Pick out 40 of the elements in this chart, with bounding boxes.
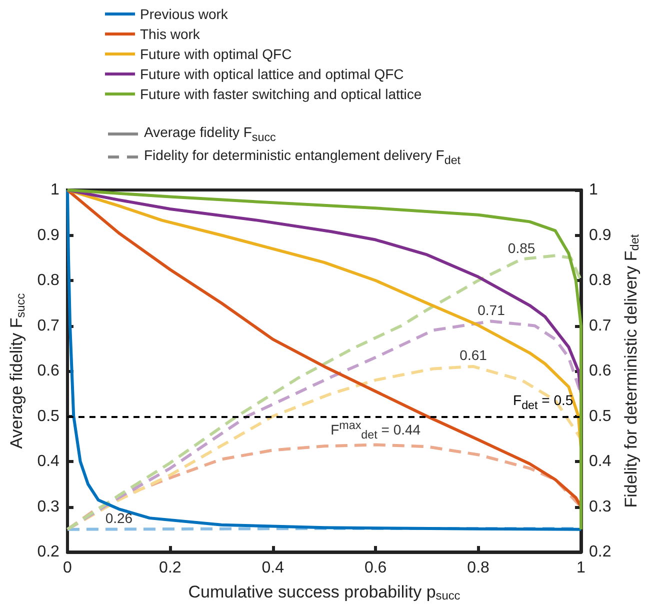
annotation: 0.85 xyxy=(508,240,536,257)
x-tick-label: 0.2 xyxy=(159,560,182,576)
legend-label: Previous work xyxy=(140,6,229,22)
annotation: F$^{max}$$_{det}$ = 0.44 xyxy=(330,418,421,442)
legend-label: This work xyxy=(140,26,201,42)
y2-tick-label: 0.6 xyxy=(589,362,612,380)
x-tick-label: 1 xyxy=(576,560,586,576)
x-tick-label: 0.6 xyxy=(364,560,387,576)
x-tick-label: 0.4 xyxy=(262,560,284,576)
legend-label: Future with faster switching and optical lattice xyxy=(140,86,422,102)
text: Fidelity for deterministic entanglement delivery F$_{det}$ xyxy=(144,147,461,167)
y2-axis-title: Fidelity for deterministic delivery Fdet xyxy=(621,234,642,508)
y-tick-label: 0.8 xyxy=(37,272,60,289)
y2-tick-label: 0.3 xyxy=(589,498,612,516)
y2-tick-label: 0.9 xyxy=(589,226,612,244)
y2-tick-label: 1 xyxy=(589,182,598,198)
legend-label: Future with optical lattice and optimal QFC xyxy=(140,66,404,82)
y-tick-label: 0.3 xyxy=(37,498,60,516)
y-tick-label: 0.4 xyxy=(37,453,60,470)
annotation: 0.26 xyxy=(105,510,133,526)
y2-tick-label: 0.2 xyxy=(589,544,612,560)
annotation: 0.61 xyxy=(460,347,487,364)
y2-tick-label: 0.4 xyxy=(589,453,612,470)
text: Average fidelity F$_{succ}$ xyxy=(144,124,276,144)
y-tick-label: 0.9 xyxy=(37,226,60,244)
legend-label: Future with optimal QFC xyxy=(140,46,292,62)
y-tick-label: 0.2 xyxy=(37,544,60,560)
y-tick-label: 0.7 xyxy=(37,317,60,334)
y-tick-label: 1 xyxy=(50,182,60,198)
x-tick-label: 0 xyxy=(63,560,72,576)
y-tick-label: 0.5 xyxy=(37,408,60,425)
x-tick-label: 0.8 xyxy=(467,560,490,576)
y-axis-title: Average fidelity Fsucc xyxy=(7,293,28,449)
y2-tick-label: 0.5 xyxy=(589,408,612,425)
y2-tick-label: 0.8 xyxy=(589,272,612,289)
y-tick-label: 0.6 xyxy=(37,362,60,380)
annotation: 0.71 xyxy=(478,302,505,319)
ref-line-label: F$_{det}$ = 0.5 xyxy=(513,392,574,413)
line-series xyxy=(66,254,582,531)
y2-tick-label: 0.7 xyxy=(589,317,612,334)
